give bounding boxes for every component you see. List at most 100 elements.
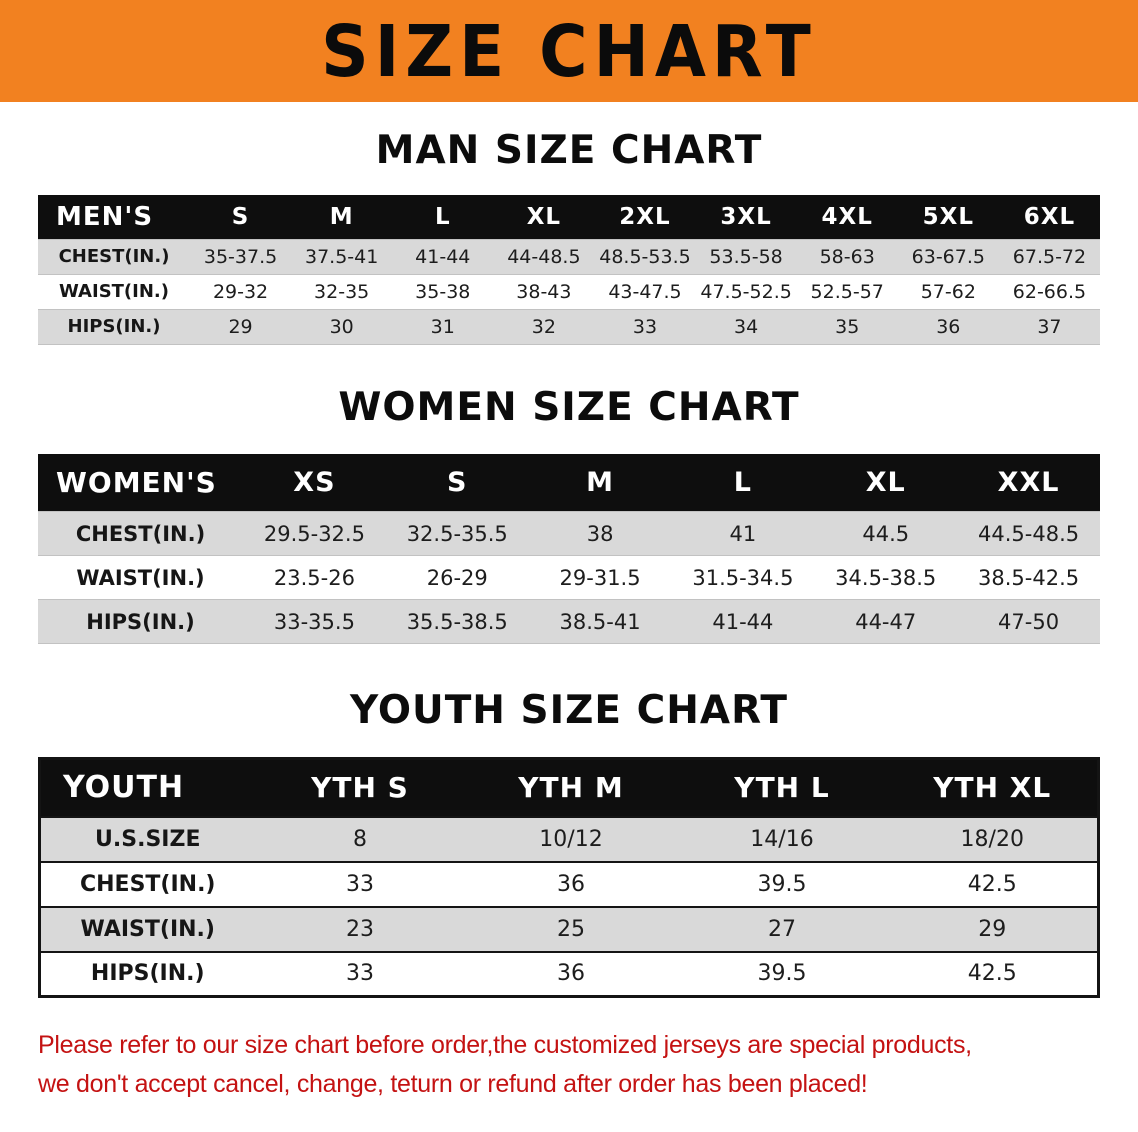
women-value-cell: 26-29 — [426, 565, 488, 590]
women-value-cell: 34.5-38.5 — [835, 565, 937, 590]
women-header-cell: XXL — [957, 453, 1100, 512]
youth-value-cell: 18/20 — [960, 826, 1024, 852]
women-header-cell: L — [671, 453, 815, 512]
men-value-cell: 32-35 — [314, 280, 370, 303]
men-value-cell: 44-48.5 — [507, 245, 581, 268]
men-header-cell: 2XL — [594, 195, 696, 239]
men-value-cell: 37.5-41 — [304, 245, 379, 268]
men-row-label: CHEST(IN.) — [58, 246, 170, 267]
men-header-cell: XL — [493, 195, 595, 239]
women-value-cell: 38 — [586, 521, 614, 546]
women-size-table: WOMEN'S XS S M L XL XXL CHEST(IN.) 29.5-32.5 32.5… — [38, 453, 1100, 645]
men-value-cell: 29 — [228, 315, 253, 338]
youth-row-label: CHEST(IN.) — [79, 871, 216, 897]
men-row-label: WAIST(IN.) — [59, 281, 169, 302]
youth-value-cell: 33 — [346, 961, 374, 987]
youth-value-cell: 36 — [557, 871, 585, 897]
women-data-row: WAIST(IN.) 23.5-26 26-29 29-31.5 31.5-34.5 34… — [38, 555, 1100, 600]
youth-value-cell: 39.5 — [757, 871, 807, 897]
men-data-row: CHEST(IN.) 35-37.5 37.5-41 41-44 44-48.5 48.5… — [38, 239, 1100, 274]
women-header-row: WOMEN'S XS S M L XL XXL — [38, 453, 1100, 512]
men-value-cell: 32 — [531, 315, 556, 338]
youth-data-row: U.S.SIZE 8 10/12 14/16 18/20 — [39, 816, 1099, 862]
men-value-cell: 34 — [734, 315, 759, 338]
youth-value-cell: 8 — [353, 826, 367, 852]
youth-row-label: WAIST(IN.) — [80, 916, 215, 942]
men-value-cell: 48.5-53.5 — [599, 245, 691, 268]
women-header-cell: M — [528, 453, 672, 512]
women-value-cell: 41 — [729, 521, 757, 546]
youth-header-cell: YOUTH — [39, 758, 255, 817]
men-value-cell: 47.5-52.5 — [700, 280, 792, 303]
men-section-heading: MAN SIZE CHART — [375, 128, 763, 173]
women-header-cell: XL — [814, 453, 958, 512]
youth-value-cell: 36 — [557, 961, 585, 987]
order-note: Please refer to our size chart before or… — [38, 1026, 1100, 1104]
men-header-row: MEN'S S M L XL 2XL 3XL 4XL 5XL 6XL — [38, 195, 1100, 239]
women-header-cell: XS — [243, 453, 386, 512]
men-size-table: MEN'S S M L XL 2XL 3XL 4XL 5XL 6XL CHEST(IN.) 35-37… — [38, 195, 1100, 345]
women-header-cell: S — [385, 453, 529, 512]
youth-data-row: CHEST(IN.) 33 36 39.5 42.5 — [39, 862, 1099, 907]
youth-value-cell: 23 — [346, 916, 374, 942]
men-value-cell: 29-32 — [212, 280, 269, 303]
women-value-cell: 38.5-41 — [559, 609, 641, 634]
youth-value-cell: 33 — [346, 871, 374, 897]
youth-header-cell: YTH M — [465, 758, 677, 817]
men-value-cell: 52.5-57 — [810, 280, 884, 303]
youth-section-heading: YOUTH SIZE CHART — [350, 688, 788, 733]
youth-header-cell: YTH S — [254, 758, 466, 817]
men-data-row: WAIST(IN.) 29-32 32-35 35-38 38-43 43-47.5 47.… — [38, 274, 1100, 309]
order-note-line1: Please refer to our size chart before or… — [38, 1031, 972, 1059]
men-value-cell: 67.5-72 — [1012, 245, 1087, 268]
men-data-row: HIPS(IN.) 29 30 31 32 33 34 35 36 37 — [38, 309, 1100, 344]
youth-data-row: HIPS(IN.) 33 36 39.5 42.5 — [39, 952, 1099, 997]
youth-value-cell: 42.5 — [967, 961, 1017, 987]
youth-header-cell: YTH L — [676, 758, 888, 817]
men-value-cell: 58-63 — [819, 245, 875, 268]
youth-row-label: U.S.SIZE — [95, 826, 201, 852]
youth-value-cell: 27 — [768, 916, 796, 942]
women-data-row: CHEST(IN.) 29.5-32.5 32.5-35.5 38 41 44.5 44.5… — [38, 511, 1100, 556]
women-value-cell: 33-35.5 — [273, 609, 355, 634]
page-title: SIZE CHART — [321, 9, 817, 93]
men-value-cell: 37 — [1037, 315, 1062, 338]
women-value-cell: 31.5-34.5 — [692, 565, 794, 590]
men-header-cell: 6XL — [998, 195, 1100, 239]
men-value-cell: 35 — [835, 315, 860, 338]
women-value-cell: 44.5 — [862, 521, 910, 546]
men-value-cell: 63-67.5 — [911, 245, 985, 268]
youth-value-cell: 29 — [978, 916, 1007, 942]
women-header-cell: WOMEN'S — [38, 453, 243, 512]
women-value-cell: 38.5-42.5 — [978, 565, 1080, 590]
women-value-cell: 41-44 — [712, 609, 774, 634]
men-header-cell: 4XL — [796, 195, 898, 239]
men-value-cell: 33 — [632, 315, 658, 338]
youth-value-cell: 39.5 — [757, 961, 807, 987]
men-header-cell: 5XL — [897, 195, 999, 239]
women-value-cell: 47-50 — [998, 609, 1060, 634]
men-value-cell: 31 — [430, 315, 455, 338]
men-header-cell: L — [392, 195, 494, 239]
men-header-cell: S — [190, 195, 292, 239]
men-value-cell: 62-66.5 — [1012, 280, 1087, 303]
men-value-cell: 36 — [936, 315, 961, 338]
youth-header-cell: YTH XL — [887, 758, 1099, 817]
men-value-cell: 53.5-58 — [709, 245, 783, 268]
women-value-cell: 44.5-48.5 — [978, 521, 1080, 546]
size-chart-content: MAN SIZE CHART MEN'S S M L XL 2XL 3XL 4XL 5XL 6XL… — [0, 128, 1138, 1104]
men-value-cell: 43-47.5 — [608, 280, 682, 303]
women-section-heading: WOMEN SIZE CHART — [338, 384, 800, 430]
women-value-cell: 23.5-26 — [273, 565, 355, 590]
order-note-line2: we don't accept cancel, change, teturn o… — [38, 1069, 868, 1098]
youth-value-cell: 25 — [557, 916, 585, 942]
men-row-label: HIPS(IN.) — [67, 316, 161, 337]
men-value-cell: 38-43 — [516, 280, 572, 303]
women-value-cell: 29.5-32.5 — [263, 521, 365, 546]
women-value-cell: 29-31.5 — [559, 565, 641, 590]
youth-value-cell: 10/12 — [539, 826, 603, 852]
youth-size-table: YOUTH YTH S YTH M YTH L YTH XL U.S.SIZE 8 10/12… — [38, 757, 1100, 998]
men-value-cell: 57-62 — [920, 280, 976, 303]
men-value-cell: 41-44 — [415, 245, 471, 268]
women-data-row: HIPS(IN.) 33-35.5 35.5-38.5 38.5-41 41-44 44-… — [38, 599, 1100, 644]
